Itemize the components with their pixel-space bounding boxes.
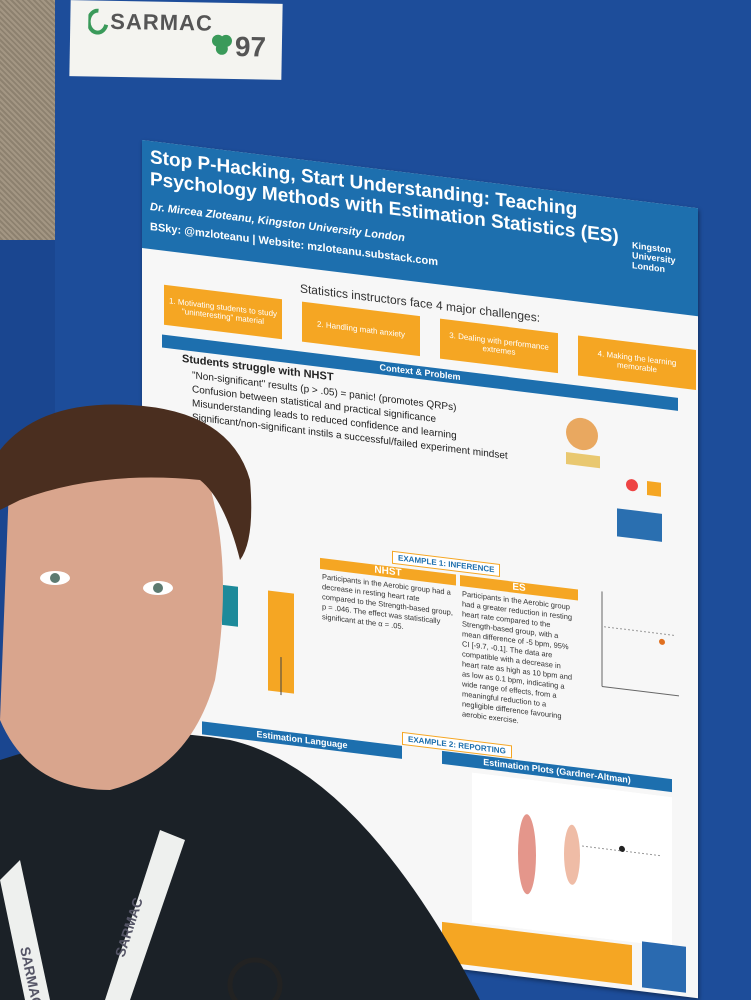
- es-figure: [601, 591, 679, 697]
- bar-figure: [222, 584, 294, 696]
- shamrock: [211, 34, 232, 55]
- poster: Stop P-Hacking, Start Understanding: Tea…: [142, 140, 698, 999]
- sign-logo: [88, 8, 109, 35]
- illustrations: [566, 417, 662, 542]
- estimation-plot: [472, 772, 672, 948]
- sign: SARMAC 97: [69, 0, 283, 80]
